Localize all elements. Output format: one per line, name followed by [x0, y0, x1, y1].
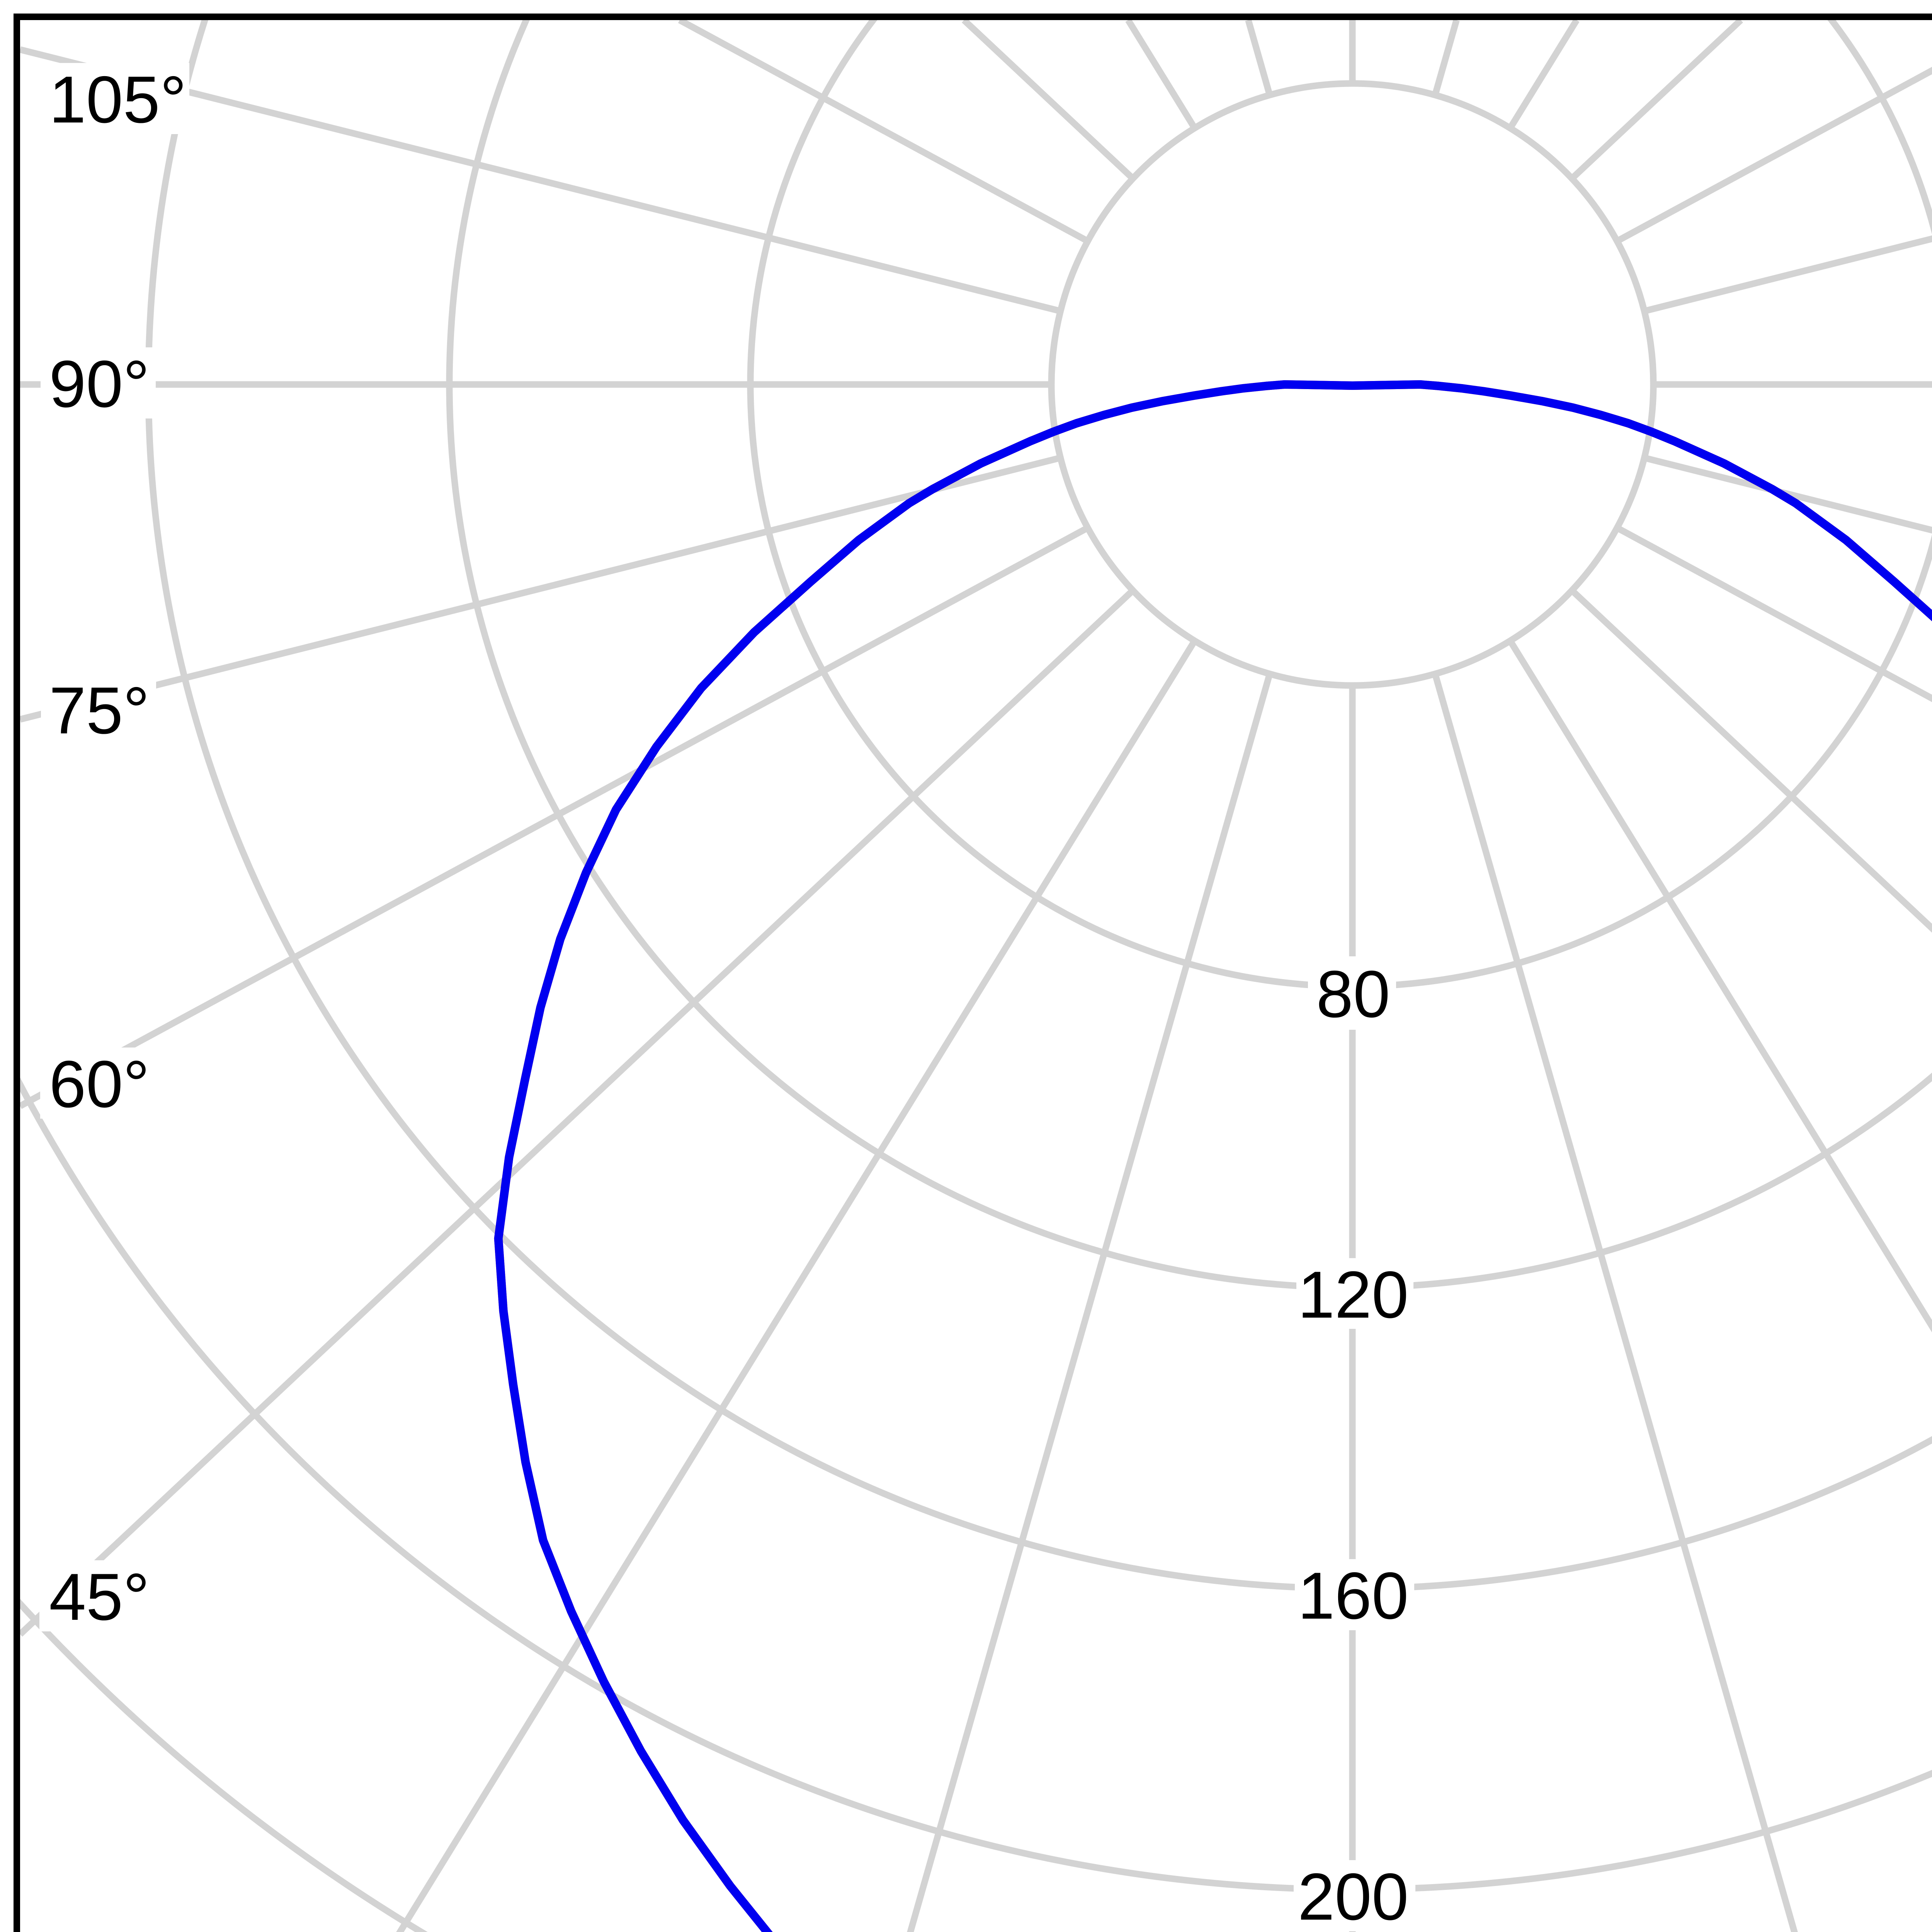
svg-text:45°: 45° [49, 1560, 150, 1634]
svg-text:200: 200 [1298, 1860, 1409, 1932]
svg-text:75°: 75° [49, 673, 150, 748]
svg-text:160: 160 [1298, 1559, 1409, 1633]
svg-text:60°: 60° [49, 1047, 150, 1121]
svg-text:105°: 105° [49, 63, 187, 137]
svg-text:80: 80 [1316, 957, 1390, 1031]
svg-text:120: 120 [1298, 1258, 1409, 1332]
svg-text:90°: 90° [49, 347, 150, 421]
